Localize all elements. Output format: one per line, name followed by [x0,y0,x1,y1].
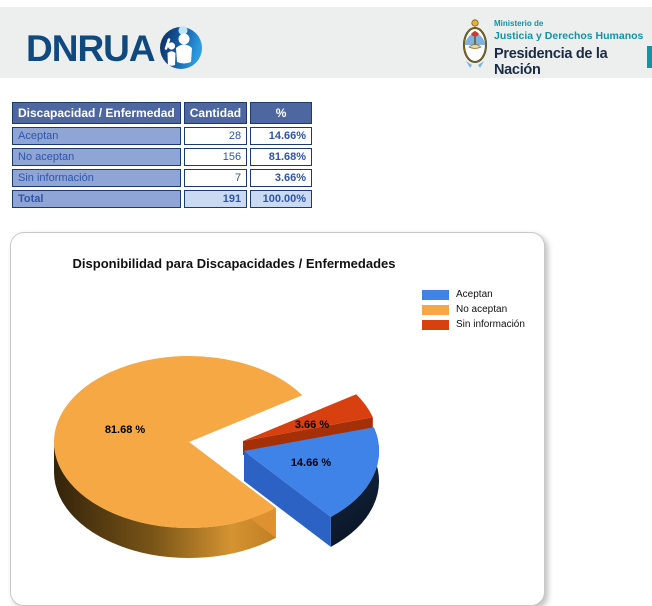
pie-slice-aceptan-side [330,427,380,547]
legend-item-aceptan: Aceptan [422,289,525,300]
row-cantidad: 28 [183,127,248,145]
stats-table: Discapacidad / Enfermedad Cantidad % Ace… [9,99,315,211]
column-header-pct: % [250,102,313,124]
pie-label-sin-informacion: 3.66 % [295,419,329,431]
legend-swatch-red [422,319,449,330]
legend-item-no-aceptan: No aceptan [422,304,525,315]
coat-of-arms-icon [460,17,490,78]
chart-title: Disponibilidad para Discapacidades / Enf… [72,256,396,271]
row-label: Sin información [12,169,181,187]
teal-accent-bar [647,46,652,68]
row-pct: 81.68% [250,148,313,166]
pie-slice-aceptan [244,427,380,517]
pie-label-aceptan: 14.66 % [291,457,332,469]
app-header: DNRUA [0,7,652,78]
total-label: Total [12,190,181,208]
pie-slice-aceptan-cut [244,451,331,547]
government-logo: Ministerio de Justicia y Derechos Humano… [460,17,652,78]
table-row: Sin información 7 3.66% [12,169,313,187]
table-total-row: Total 191 100.00% [12,190,313,208]
presidencia-text: Presidencia de la Nación [494,46,608,78]
legend-label: Sin información [456,319,525,330]
legend-label: Aceptan [456,289,493,300]
column-header-discapacidad: Discapacidad / Enfermedad [12,102,181,124]
ministry-line-2: Justicia y Derechos Humanos [494,30,644,42]
ministry-line-1: Ministerio de [494,19,544,28]
legend-swatch-blue [422,289,449,300]
table-row: Aceptan 28 14.66% [12,127,313,145]
dnrua-logo-text: DNRUA [26,27,156,69]
pie-slice-no-aceptan-side [53,442,276,559]
column-header-cantidad: Cantidad [183,102,248,124]
pie-slice-sin-informacion [243,394,373,441]
chart-panel: Disponibilidad para Discapacidades / Enf… [10,232,545,606]
dnrua-logo: DNRUA [26,20,204,77]
table-header-row: Discapacidad / Enfermedad Cantidad % [12,102,313,124]
row-cantidad: 156 [183,148,248,166]
row-label: Aceptan [12,127,181,145]
pie-label-no-aceptan: 81.68 % [105,424,146,436]
row-label: No aceptan [12,148,181,166]
person-figures-icon [158,24,204,77]
pie-slice-no-aceptan [53,356,303,529]
table-row: No aceptan 156 81.68% [12,148,313,166]
legend-swatch-orange [422,304,449,315]
legend-label: No aceptan [456,304,508,315]
row-pct: 3.66% [250,169,313,187]
row-pct: 14.66% [250,127,313,145]
total-pct: 100.00% [250,190,313,208]
chart-legend: Aceptan No aceptan Sin información [422,289,525,334]
legend-item-sin-informacion: Sin información [422,319,525,330]
ministry-name: Ministerio de Justicia y Derechos Humano… [494,17,652,78]
row-cantidad: 7 [183,169,248,187]
total-cantidad: 191 [183,190,248,208]
pie-chart: 81.68 % 3.66 % 14.66 % [53,356,380,559]
